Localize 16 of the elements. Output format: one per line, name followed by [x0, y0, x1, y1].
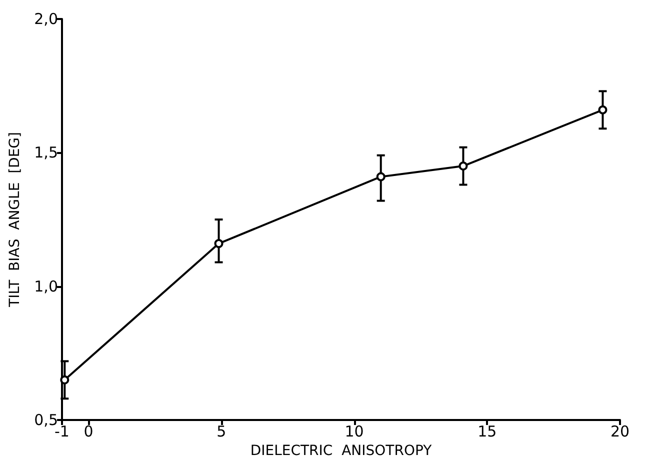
x-tick-label: 5 — [216, 422, 226, 440]
y-tick-label: 1,5 — [34, 144, 58, 162]
y-tick-label: 2,0 — [34, 10, 58, 28]
y-axis-title: TILT BIAS ANGLE [DEG] — [7, 132, 23, 308]
point — [376, 172, 386, 182]
point — [214, 239, 224, 248]
x-tick-label: 20 — [610, 422, 630, 440]
x-axis-title: DIELECTRIC ANISOTROPY — [250, 442, 432, 459]
y-tick-label: 1,0 — [34, 277, 58, 296]
point — [458, 162, 468, 171]
y-tick-label: 0,5 — [34, 411, 58, 429]
point — [60, 375, 70, 384]
x-tick-label: 10 — [344, 422, 364, 440]
x-tick-label: 15 — [478, 422, 497, 440]
point — [598, 105, 608, 114]
x-tick-label: 0 — [84, 422, 94, 440]
